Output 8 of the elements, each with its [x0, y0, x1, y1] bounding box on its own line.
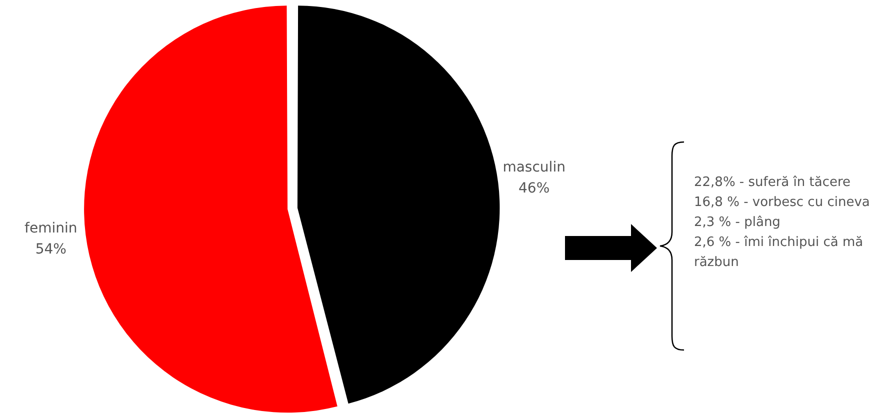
slice-label: feminin — [24, 220, 78, 237]
text: 22,8% - suferă în tăcere — [694, 174, 852, 192]
data-label: 46% — [518, 180, 550, 197]
slice-label: masculin — [502, 160, 566, 176]
text: 2,3 % - plâng — [694, 214, 782, 232]
text: 2,6 % - îmi închipui că mă răzbun — [694, 234, 864, 272]
text: 16,8 % - vorbesc cu cineva — [694, 194, 871, 212]
data-label: 54% — [35, 242, 66, 258]
